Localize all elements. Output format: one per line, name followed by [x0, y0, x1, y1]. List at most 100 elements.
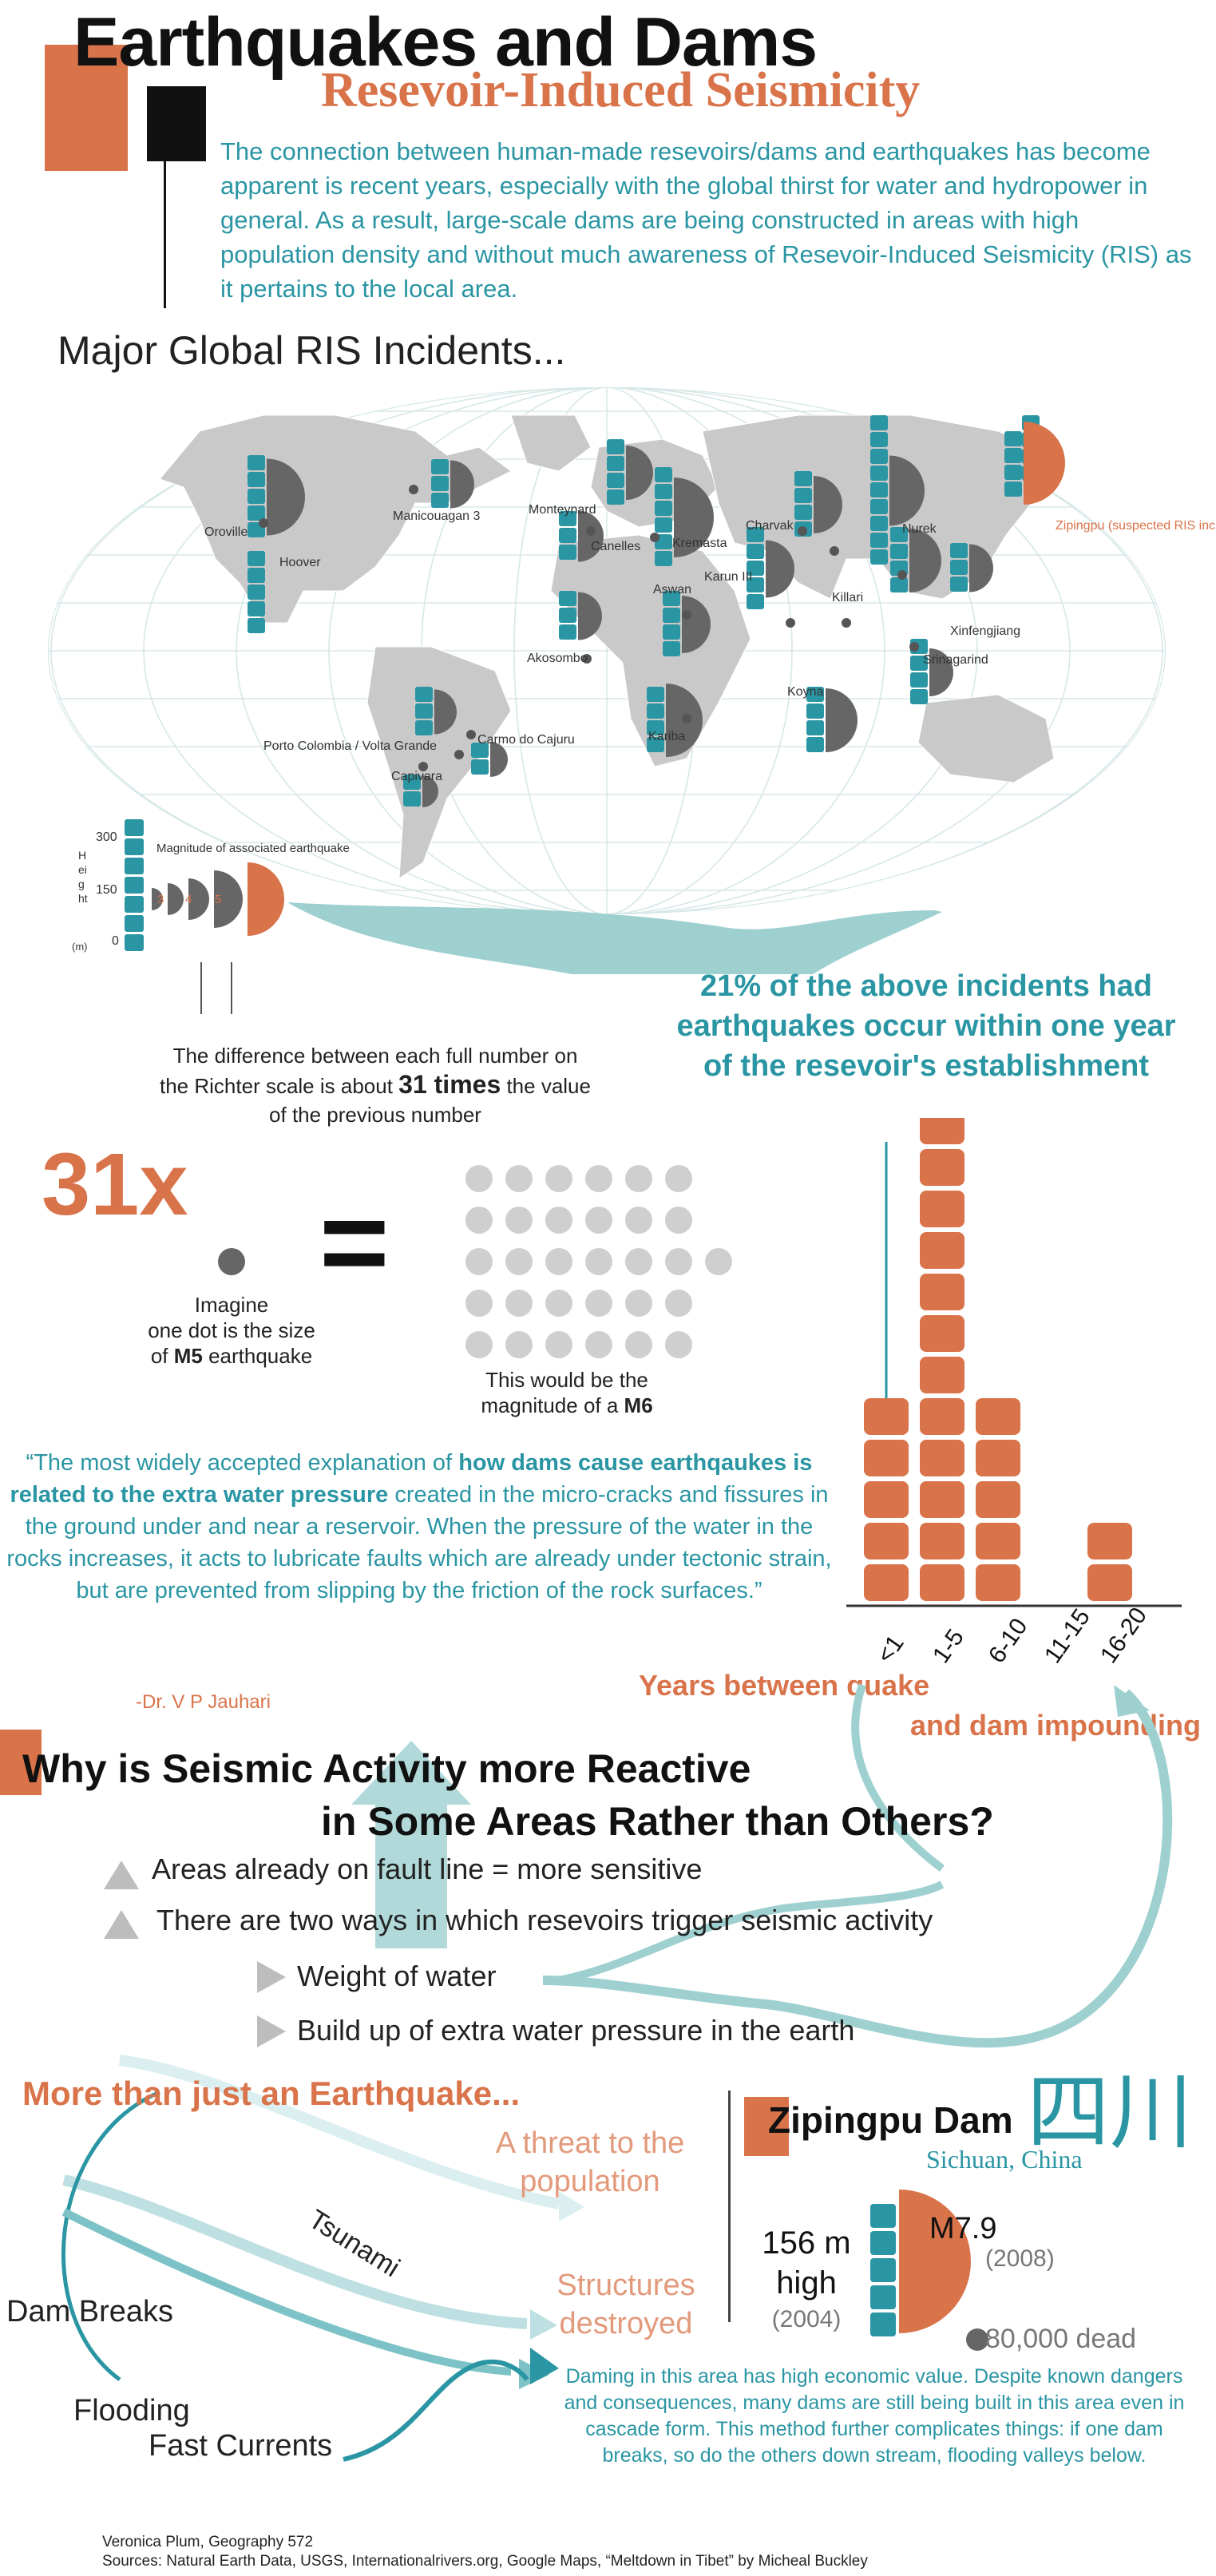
header-orange-square	[45, 45, 128, 171]
height-block	[747, 527, 764, 542]
m6-dot	[585, 1165, 612, 1192]
structures-line1: Structures	[557, 2269, 695, 2302]
dam-location-dot	[466, 730, 476, 739]
magnitude-half-circle	[889, 455, 925, 526]
m6-dot	[625, 1165, 652, 1192]
arrow-dam-breaks	[61, 2090, 160, 2382]
height-block	[403, 791, 421, 806]
imagine-line3a: of	[150, 1344, 174, 1368]
legend-mag-4: 4	[185, 893, 192, 906]
zipingpu-description: Daming in this area has high economic va…	[564, 2365, 1185, 2467]
magnitude-half-circle	[969, 544, 993, 592]
imagine-caption: Imagine one dot is the size of M5 earthq…	[128, 1292, 335, 1369]
height-block	[747, 561, 764, 576]
legend-magnitude-arc	[152, 888, 163, 910]
imagine-m5: M5	[173, 1344, 203, 1368]
page-subtitle: Resevoir-Induced Seismicity	[321, 63, 921, 117]
m6-dot-grid	[465, 1165, 732, 1358]
legend-tick-0: 0	[112, 934, 119, 948]
m6-line1: This would be the	[485, 1368, 648, 1392]
threat-line2: population	[520, 2165, 660, 2198]
height-block	[655, 501, 672, 516]
why-orange-square	[0, 1730, 42, 1795]
height-block	[431, 493, 449, 508]
map-dam-symbol	[950, 543, 993, 592]
credits-line2: Sources: Natural Earth Data, USGS, Inter…	[102, 2553, 868, 2570]
legend-tick-300: 300	[96, 830, 117, 844]
m6-dot	[545, 1331, 572, 1358]
quote-author: -Dr. V P Jauhari	[136, 1691, 271, 1713]
chart-bar-block	[976, 1440, 1020, 1476]
height-block	[647, 703, 664, 719]
zipingpu-height-block	[870, 2312, 896, 2336]
map-zipingpu-symbol	[1004, 422, 1065, 505]
richter-line1: The difference between each full number …	[172, 1044, 578, 1068]
m6-dot	[625, 1207, 652, 1234]
dam-location-dot	[909, 642, 919, 652]
height-block	[248, 489, 265, 504]
map-label-capivara: Capivara	[391, 770, 443, 783]
structures-line2: destroyed	[559, 2307, 693, 2340]
sub-bullet-triangle-1	[257, 1961, 286, 1993]
chart-bar-block	[920, 1118, 964, 1144]
dam-location-dot	[418, 762, 428, 771]
dam-location-dot	[798, 526, 807, 536]
map-heading: Major Global RIS Incidents...	[57, 328, 566, 373]
arrow-structures	[62, 2174, 528, 2329]
m6-dot	[465, 1290, 493, 1317]
map-dam-symbol	[607, 439, 653, 505]
richter-text: The difference between each full number …	[88, 1041, 663, 1129]
magnitude-half-circle	[766, 540, 794, 598]
map-label-killari: Killari	[832, 591, 864, 604]
height-block	[870, 482, 888, 497]
height-block	[747, 577, 764, 592]
height-block	[647, 737, 664, 752]
zipingpu-graphic	[870, 2190, 988, 2351]
map-label-monteynard: Monteynard	[529, 503, 596, 517]
height-block	[248, 455, 265, 470]
dam-location-dot	[409, 485, 418, 494]
height-block	[870, 415, 888, 430]
dam-location-dot	[682, 610, 691, 620]
up-arrow	[351, 1741, 471, 1948]
height-block	[655, 517, 672, 533]
legend-height-block	[125, 934, 144, 951]
zipingpu-height-block	[870, 2231, 896, 2255]
chart-bar-block	[920, 1523, 964, 1559]
height-block	[248, 551, 265, 566]
m6-dot	[625, 1248, 652, 1275]
legend-mag-7: 7	[300, 893, 307, 906]
zipingpu-dead: 80,000 dead	[985, 2324, 1137, 2354]
continent-greenland	[510, 414, 592, 472]
height-block	[403, 775, 421, 790]
height-block	[747, 544, 764, 559]
dot-comparison	[218, 1165, 732, 1358]
map-label-charvak: Charvak	[746, 519, 794, 533]
height-block	[747, 594, 764, 609]
height-block	[663, 591, 680, 606]
continent-australia	[917, 694, 1055, 783]
equals-sign: =	[319, 1175, 390, 1309]
legend-magnitude-arc	[248, 862, 284, 936]
chart-bar-block	[864, 1564, 909, 1601]
m6-dot	[625, 1290, 652, 1317]
structures-label: Structures destroyed	[530, 2266, 722, 2343]
map-label-carmo: Carmo do Cajuru	[477, 733, 575, 747]
m6-bold: M6	[624, 1393, 653, 1417]
magnitude-half-circle	[826, 688, 858, 752]
height-block	[607, 456, 624, 471]
intro-paragraph: The connection between human-made resevo…	[220, 137, 1192, 303]
continent-south-america	[366, 646, 512, 879]
map-dam-symbol	[890, 527, 941, 592]
height-block	[794, 505, 812, 520]
bullet-triangle-1	[104, 1861, 139, 1889]
m6-dot	[505, 1207, 533, 1234]
quote-block: “The most widely accepted explanation of…	[0, 1447, 838, 1607]
legend-magnitude-label: Magnitude of associated earthquake	[156, 842, 350, 855]
m6-dot	[705, 1248, 732, 1275]
height-block	[647, 687, 664, 702]
map-dam-symbol	[471, 742, 508, 777]
imagine-line2: one dot is the size	[148, 1318, 315, 1342]
height-block	[870, 449, 888, 464]
map-dam-symbol	[403, 775, 438, 807]
